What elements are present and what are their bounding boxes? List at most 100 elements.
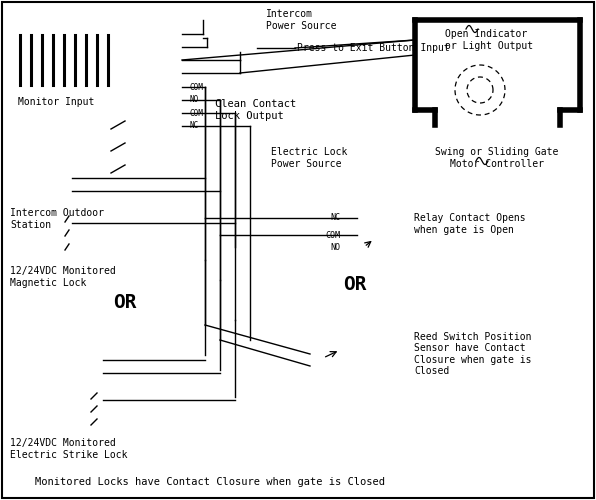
Bar <box>362 193 410 255</box>
Circle shape <box>178 56 186 64</box>
Text: NC: NC <box>330 214 340 222</box>
Bar <box>163 30 187 195</box>
Bar <box>241 44 246 52</box>
Circle shape <box>89 155 107 173</box>
Circle shape <box>218 98 222 102</box>
Circle shape <box>58 234 66 240</box>
Circle shape <box>124 126 132 134</box>
Circle shape <box>203 358 207 362</box>
Circle shape <box>226 19 246 39</box>
Bar <box>370 196 398 211</box>
Circle shape <box>430 35 440 45</box>
Circle shape <box>250 46 254 50</box>
Bar <box>43 158 71 170</box>
Text: OR: OR <box>113 292 136 312</box>
Bar <box>43 162 50 259</box>
Circle shape <box>100 396 107 404</box>
Circle shape <box>204 166 212 174</box>
Text: NO: NO <box>330 242 340 252</box>
Circle shape <box>85 396 92 404</box>
Circle shape <box>100 422 107 430</box>
Circle shape <box>237 58 243 62</box>
Circle shape <box>232 398 237 402</box>
Circle shape <box>104 170 112 178</box>
Circle shape <box>124 170 132 178</box>
Circle shape <box>178 83 186 91</box>
Text: NC: NC <box>189 122 198 130</box>
Circle shape <box>100 382 107 388</box>
Bar <box>30 353 57 423</box>
Circle shape <box>178 69 186 77</box>
Text: Intercom Outdoor
Station: Intercom Outdoor Station <box>10 208 104 230</box>
Text: Open Indicator
or Light Output: Open Indicator or Light Output <box>445 29 533 51</box>
Circle shape <box>178 109 186 117</box>
Circle shape <box>58 220 66 226</box>
Circle shape <box>69 220 76 226</box>
Circle shape <box>366 231 374 239</box>
Text: Monitor Input: Monitor Input <box>18 97 94 107</box>
Text: 12/24VDC Monitored
Electric Strike Lock: 12/24VDC Monitored Electric Strike Lock <box>10 438 128 460</box>
Bar <box>16 33 121 88</box>
Text: NO: NO <box>189 96 198 104</box>
Circle shape <box>69 234 76 240</box>
Circle shape <box>164 96 172 104</box>
Circle shape <box>69 174 76 182</box>
Circle shape <box>164 30 172 38</box>
Text: Intercom
Power Source: Intercom Power Source <box>266 9 337 31</box>
Circle shape <box>58 188 66 194</box>
Circle shape <box>124 148 132 156</box>
Circle shape <box>247 44 256 52</box>
Circle shape <box>69 188 76 194</box>
Circle shape <box>203 216 207 220</box>
Circle shape <box>58 200 66 206</box>
Circle shape <box>178 30 186 38</box>
Circle shape <box>232 220 237 226</box>
Bar <box>34 162 41 259</box>
Circle shape <box>164 56 172 64</box>
Bar <box>57 345 77 430</box>
Circle shape <box>316 351 324 359</box>
Bar <box>423 27 533 75</box>
Circle shape <box>164 109 172 117</box>
Text: OR: OR <box>343 276 367 294</box>
Text: Monitored Locks have Contact Closure when gate is Closed: Monitored Locks have Contact Closure whe… <box>35 477 385 487</box>
Circle shape <box>58 174 66 182</box>
Circle shape <box>85 382 92 388</box>
Text: Relay Contact Opens
when gate is Open: Relay Contact Opens when gate is Open <box>414 213 526 235</box>
Circle shape <box>100 370 107 376</box>
Circle shape <box>178 96 186 104</box>
Text: COM: COM <box>189 108 203 118</box>
Circle shape <box>430 50 440 60</box>
Circle shape <box>69 248 76 254</box>
Text: COM: COM <box>325 230 340 239</box>
Circle shape <box>199 16 207 24</box>
Bar <box>56 163 78 208</box>
Circle shape <box>58 248 66 254</box>
Circle shape <box>232 110 237 116</box>
Text: Press to Exit Button Input: Press to Exit Button Input <box>297 43 450 53</box>
Circle shape <box>178 43 186 51</box>
Circle shape <box>100 356 107 364</box>
Circle shape <box>104 126 112 134</box>
Circle shape <box>100 410 107 416</box>
Circle shape <box>164 122 172 130</box>
Circle shape <box>199 34 207 42</box>
Circle shape <box>231 151 251 171</box>
Bar <box>22 158 54 263</box>
Circle shape <box>218 370 222 376</box>
Circle shape <box>85 410 92 416</box>
Circle shape <box>69 200 76 206</box>
Circle shape <box>366 214 374 222</box>
Circle shape <box>85 370 92 376</box>
Circle shape <box>203 176 207 180</box>
Bar <box>215 142 267 180</box>
Circle shape <box>218 188 222 194</box>
Text: COM: COM <box>189 82 203 92</box>
Bar <box>310 328 355 380</box>
Circle shape <box>353 231 361 239</box>
Circle shape <box>104 148 112 156</box>
Bar <box>359 328 404 380</box>
Text: Electric Lock
Power Source: Electric Lock Power Source <box>271 147 347 169</box>
Circle shape <box>164 43 172 51</box>
Text: Reed Switch Position
Sensor have Contact
Closure when gate is
Closed: Reed Switch Position Sensor have Contact… <box>414 332 532 376</box>
